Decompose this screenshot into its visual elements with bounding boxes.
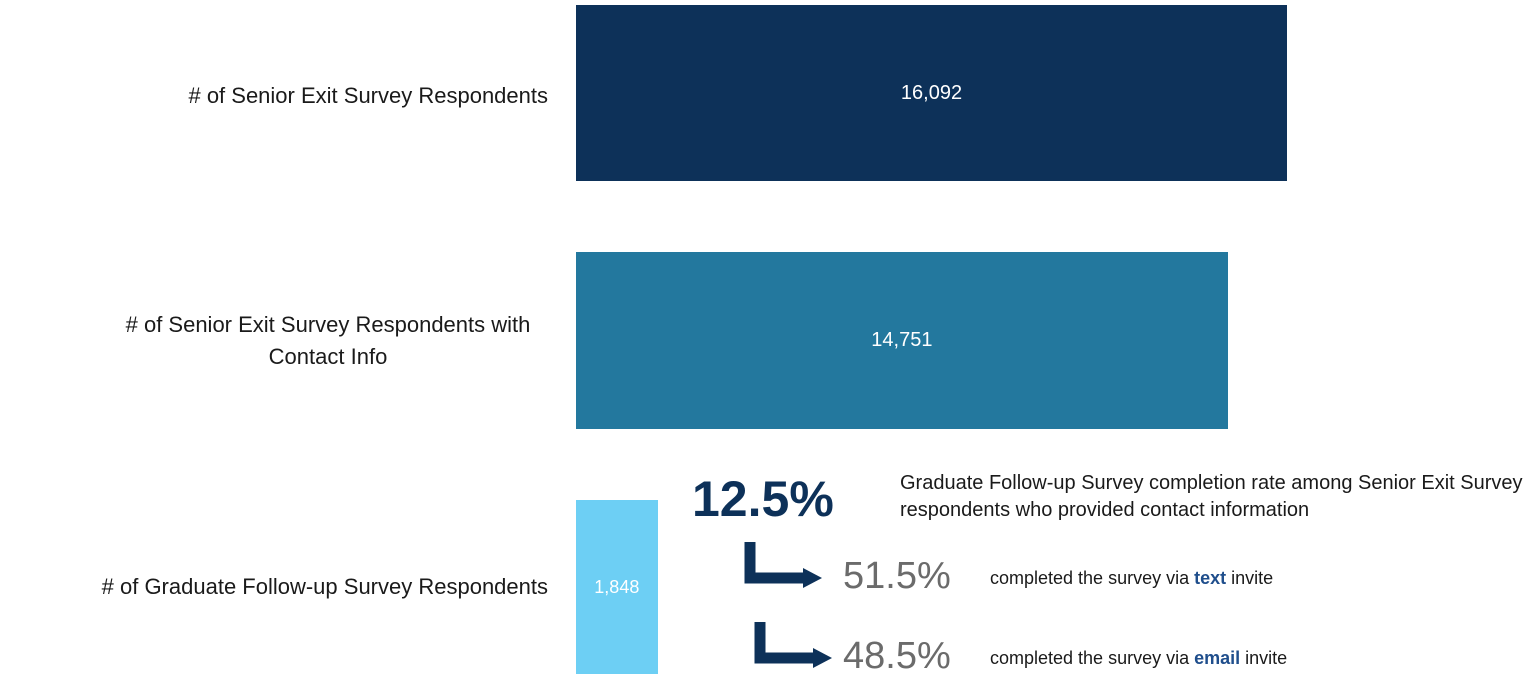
bar: 1,848 bbox=[576, 500, 658, 674]
arrow-head bbox=[813, 648, 832, 668]
value-label: 16,092 bbox=[900, 81, 963, 104]
bar: 14,751 bbox=[576, 252, 1228, 429]
category-label: # of Graduate Follow-up Survey Responden… bbox=[101, 574, 548, 599]
method: email bbox=[1194, 648, 1241, 668]
percent-description: completed the survey via text invite bbox=[990, 568, 1273, 589]
percent-description: completed the survey via email invite bbox=[990, 648, 1287, 669]
text: invite bbox=[1245, 648, 1288, 668]
percent: 51.5% bbox=[843, 555, 951, 597]
percent: 48.5% bbox=[843, 635, 951, 674]
bar: 16,092 bbox=[576, 5, 1287, 181]
text: completed the survey via bbox=[990, 568, 1190, 588]
value-label: 14,751 bbox=[871, 329, 933, 351]
rate: 12.5% bbox=[692, 471, 834, 527]
text: completed the survey via bbox=[990, 648, 1190, 668]
method: text bbox=[1194, 568, 1227, 588]
arrow-head bbox=[803, 568, 822, 588]
arrow bbox=[744, 542, 805, 584]
text: invite bbox=[1231, 568, 1274, 588]
category-label: # of Senior Exit Survey Respondents with… bbox=[125, 312, 531, 369]
arrow bbox=[754, 622, 815, 664]
category-label: # of Senior Exit Survey Respondents bbox=[188, 83, 548, 108]
rate-description: Graduate Follow-up Survey completion rat… bbox=[900, 472, 1523, 521]
value-label: 1,848 bbox=[594, 576, 640, 597]
